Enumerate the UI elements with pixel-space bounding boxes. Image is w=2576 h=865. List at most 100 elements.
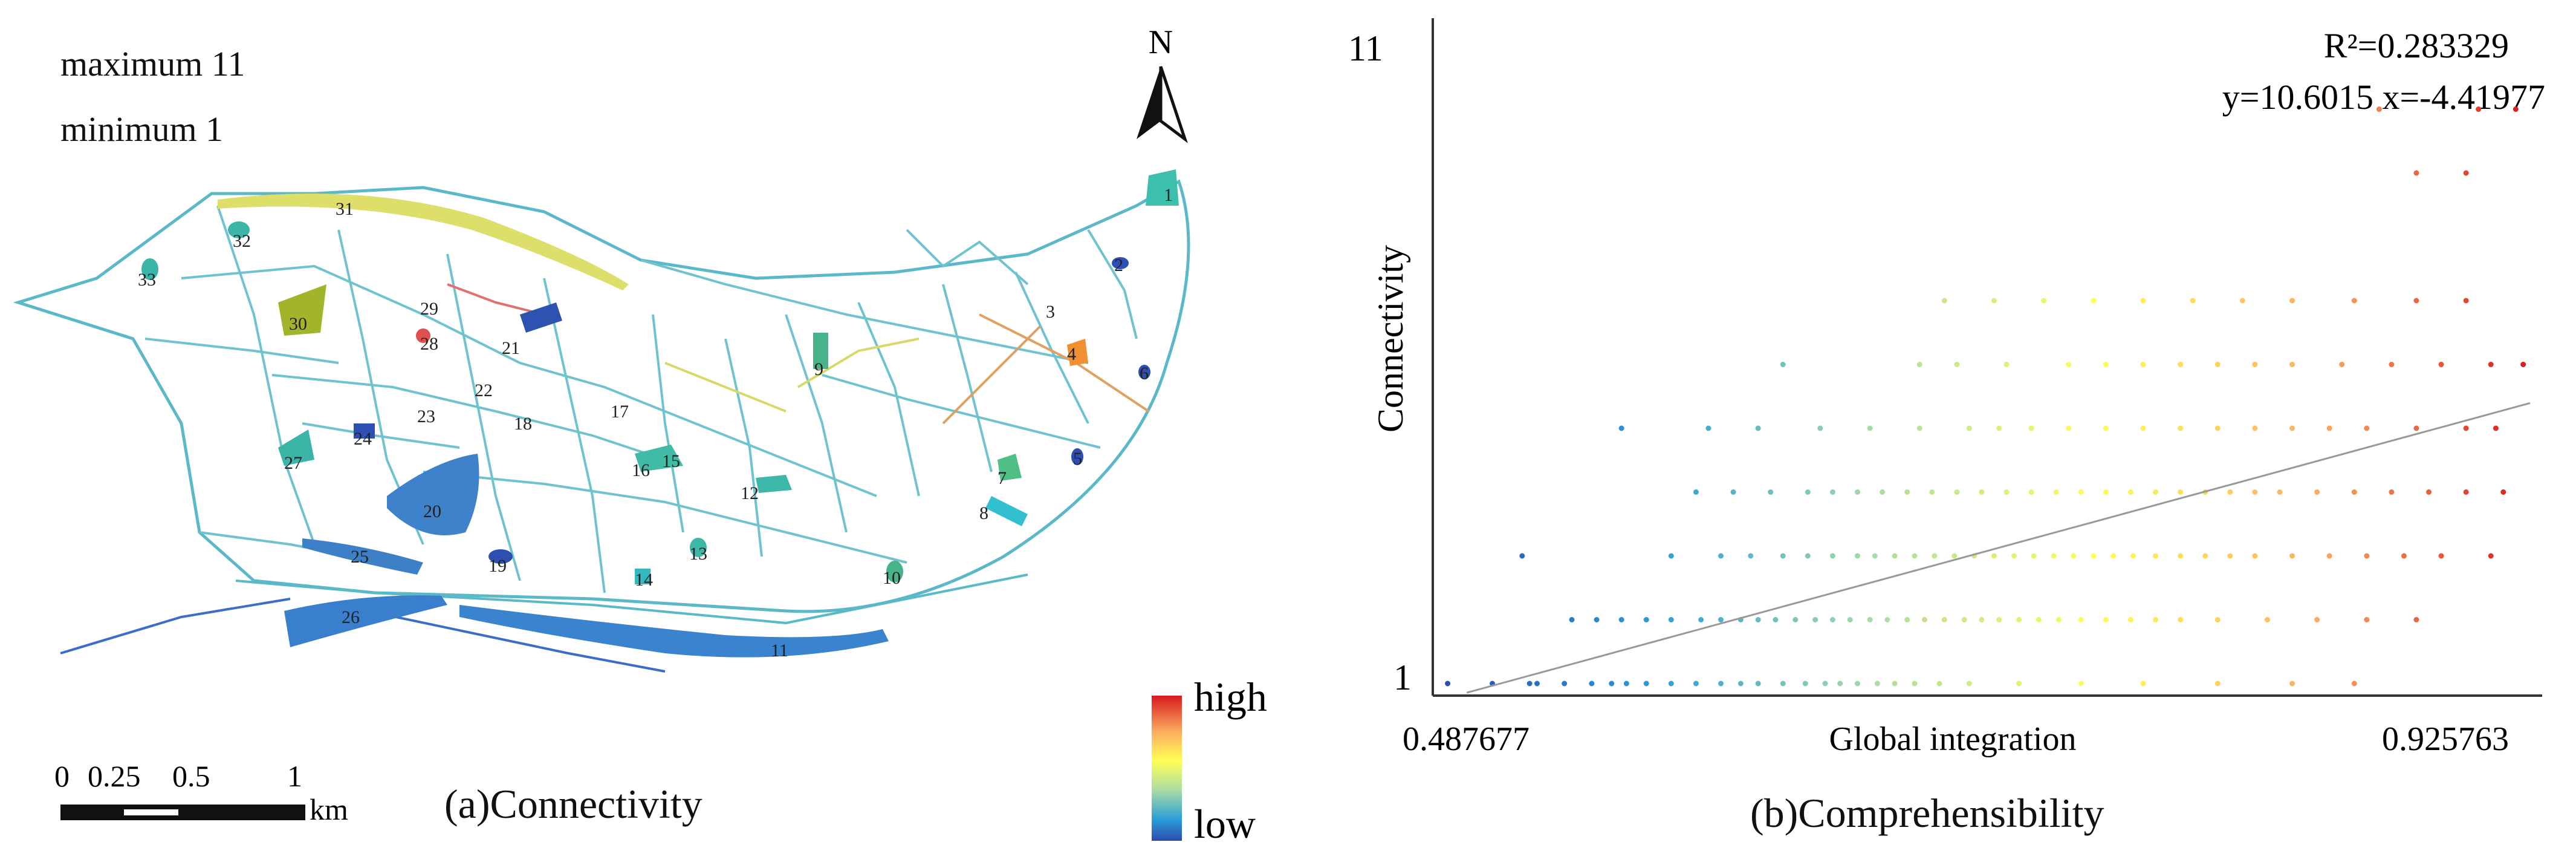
area-label: 9 bbox=[814, 359, 823, 379]
scatter-point bbox=[2426, 489, 2432, 495]
scatter-point bbox=[1705, 425, 1711, 431]
scatter-point bbox=[1996, 425, 2002, 431]
scatter-point bbox=[1979, 489, 1985, 495]
scale-unit: km bbox=[310, 792, 348, 826]
area-label: 30 bbox=[289, 314, 307, 334]
scatter-point bbox=[2252, 362, 2258, 367]
scatter-point bbox=[1668, 553, 1674, 559]
scatter-point bbox=[1966, 425, 1972, 431]
scatter-point bbox=[2339, 362, 2345, 367]
scatter-point bbox=[1445, 681, 1451, 687]
area-label: 20 bbox=[423, 501, 441, 521]
scatter-point bbox=[2153, 489, 2159, 495]
area-label: 24 bbox=[354, 429, 372, 449]
scatter-point bbox=[2438, 362, 2444, 367]
scatter-point bbox=[2214, 617, 2221, 622]
map-caption: (a)Connectivity bbox=[444, 781, 702, 827]
scatter-point bbox=[2289, 298, 2295, 304]
scatter-point bbox=[2091, 298, 2097, 304]
area-13-shape bbox=[690, 538, 707, 557]
scatter-point bbox=[2413, 170, 2419, 176]
scatter-point bbox=[2214, 362, 2221, 367]
area-label: 12 bbox=[741, 483, 759, 503]
y-tick-label-max: 11 bbox=[1348, 28, 1383, 68]
scatter-point bbox=[1941, 298, 1947, 304]
scatter-point bbox=[1668, 617, 1674, 622]
scatter-point bbox=[1792, 617, 1799, 622]
scatter-point bbox=[1780, 681, 1786, 687]
scatter-point bbox=[1618, 425, 1624, 431]
scatter-point bbox=[2178, 553, 2184, 559]
area-label: 11 bbox=[771, 641, 788, 661]
area-labels: 1 2 3 4 5 6 7 8 9 10 11 12 13 14 15 16 1… bbox=[138, 185, 1173, 661]
scatter-point bbox=[2091, 553, 2097, 559]
scatter-point bbox=[2463, 425, 2469, 431]
scatter-point bbox=[1996, 617, 2002, 622]
scatter-point bbox=[1991, 553, 1997, 559]
area-31-shape bbox=[218, 194, 629, 290]
scatter-point bbox=[2103, 489, 2109, 495]
area-label: 18 bbox=[514, 414, 532, 434]
scatter-point bbox=[2364, 617, 2370, 622]
scale-tick-1: 1 bbox=[287, 759, 302, 793]
scatter-point bbox=[2493, 425, 2499, 431]
scatter-point bbox=[2277, 489, 2283, 495]
x-axis-title: Global integration bbox=[1829, 720, 2076, 758]
scatter-point bbox=[1768, 489, 1774, 495]
scatter-point bbox=[2351, 681, 2357, 687]
scatter-point bbox=[2326, 425, 2332, 431]
scatter-point bbox=[2438, 553, 2444, 559]
scatter-point bbox=[2036, 617, 2042, 622]
area-19-shape bbox=[488, 549, 513, 564]
scatter-point bbox=[2239, 298, 2245, 304]
scatter-point bbox=[1929, 489, 1935, 495]
area-5-shape bbox=[1071, 448, 1083, 465]
scatter-point bbox=[2103, 617, 2109, 622]
area-label: 10 bbox=[883, 568, 901, 588]
scatter-point bbox=[2016, 617, 2022, 622]
scatter-point bbox=[1755, 617, 1761, 622]
area-label: 25 bbox=[351, 547, 369, 567]
area-label: 13 bbox=[689, 544, 707, 564]
scatter-point bbox=[1854, 553, 1860, 559]
scatter-point bbox=[1966, 681, 1972, 687]
scatter-point bbox=[2364, 553, 2370, 559]
scatter-point bbox=[1921, 617, 1927, 622]
scatter-point bbox=[2520, 362, 2526, 367]
scatter-point bbox=[2041, 298, 2047, 304]
scatter-point bbox=[1609, 681, 1615, 687]
scale-tick-0-5: 0.5 bbox=[172, 759, 210, 793]
area-label: 8 bbox=[979, 503, 988, 523]
scatter-point bbox=[2488, 362, 2494, 367]
scatter-point bbox=[2078, 617, 2084, 622]
scatter-point bbox=[1847, 617, 1853, 622]
y-axis-title: Connectivity bbox=[1371, 245, 1410, 432]
scatter-point bbox=[2214, 681, 2221, 687]
scatter-point bbox=[1867, 425, 1873, 431]
scatter-point bbox=[1748, 553, 1754, 559]
regression-line bbox=[1466, 402, 2531, 694]
area-11-shape bbox=[459, 605, 889, 658]
scatter-point bbox=[2130, 553, 2136, 559]
scatter-point bbox=[2178, 617, 2184, 622]
scatter-point bbox=[2214, 425, 2221, 431]
scatter-point bbox=[2202, 553, 2208, 559]
x-tick-label-min: 0.487677 bbox=[1403, 720, 1530, 758]
scatter-point bbox=[1805, 489, 1811, 495]
scatter-point bbox=[1718, 681, 1724, 687]
legend-color-ramp bbox=[1152, 696, 1182, 841]
area-24-shape bbox=[354, 423, 375, 439]
scatter-point bbox=[2227, 553, 2233, 559]
scatter-point bbox=[2140, 298, 2146, 304]
area-27-shape bbox=[278, 429, 314, 466]
scatter-point bbox=[2178, 425, 2184, 431]
scatter-point bbox=[2078, 489, 2084, 495]
scatter-point bbox=[2190, 298, 2196, 304]
scatter-point bbox=[1718, 617, 1724, 622]
scatter-point bbox=[1589, 681, 1595, 687]
scale-tick-0: 0 bbox=[54, 759, 70, 793]
scatter-point bbox=[1954, 489, 1960, 495]
scatter-point bbox=[2078, 681, 2084, 687]
scatter-point bbox=[2028, 489, 2034, 495]
scatter-point bbox=[1802, 681, 1808, 687]
